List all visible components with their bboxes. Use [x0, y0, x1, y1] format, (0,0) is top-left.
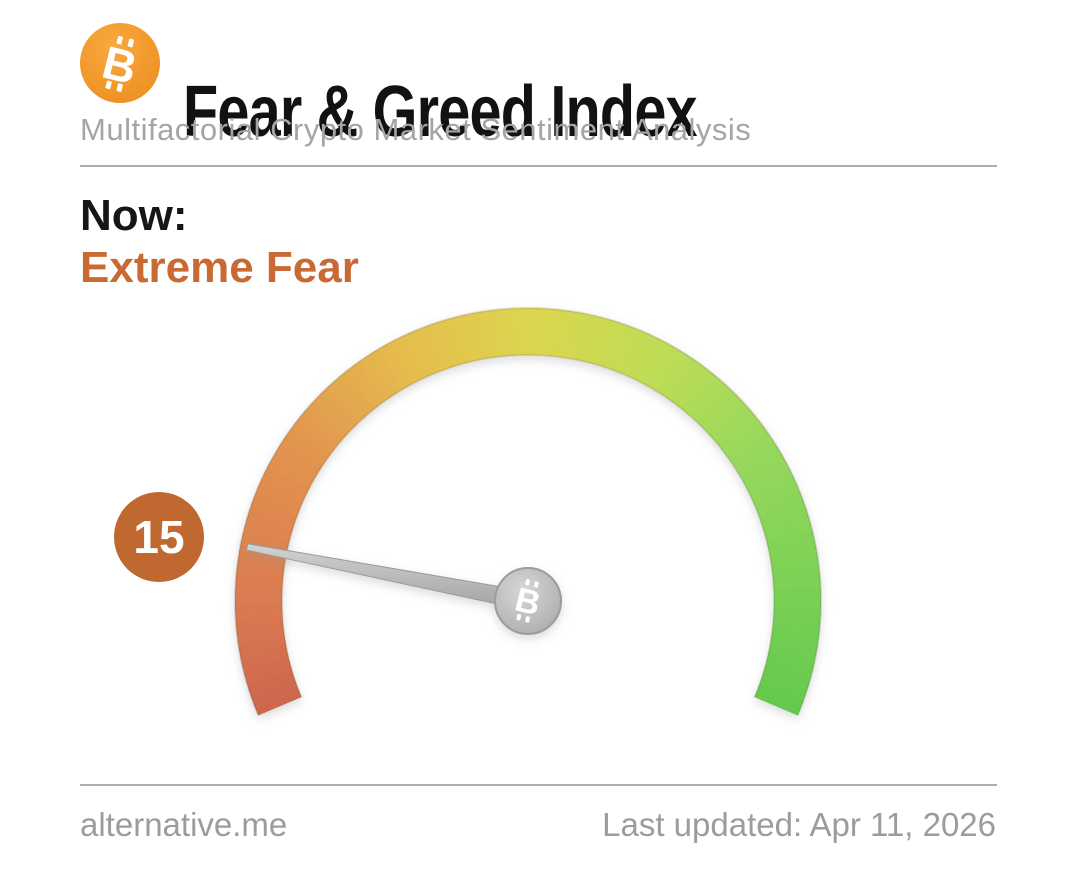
gauge-needle-group: B [246, 543, 562, 635]
bitcoin-logo: B [80, 23, 160, 103]
last-updated-label: Last updated: Apr 11, 2026 [602, 806, 996, 843]
bitcoin-logo-svg: B [80, 23, 160, 103]
gauge-value-text: 15 [133, 511, 185, 563]
header-divider [80, 165, 997, 167]
gauge-value-badge: 15 [114, 492, 204, 582]
needle-hub [494, 567, 562, 635]
page-subtitle: Multifactorial Crypto Market Sentiment A… [80, 112, 752, 147]
footer-divider [80, 784, 997, 786]
gauge-band [234, 307, 822, 716]
sentiment-status: Extreme Fear [80, 243, 359, 292]
now-label: Now: [80, 191, 188, 240]
gauge-needle [246, 543, 535, 612]
page-title: Fear & Greed Index [183, 72, 698, 153]
bitcoin-logo-circle [80, 23, 160, 103]
footer-site-link[interactable]: alternative.me [80, 806, 288, 843]
